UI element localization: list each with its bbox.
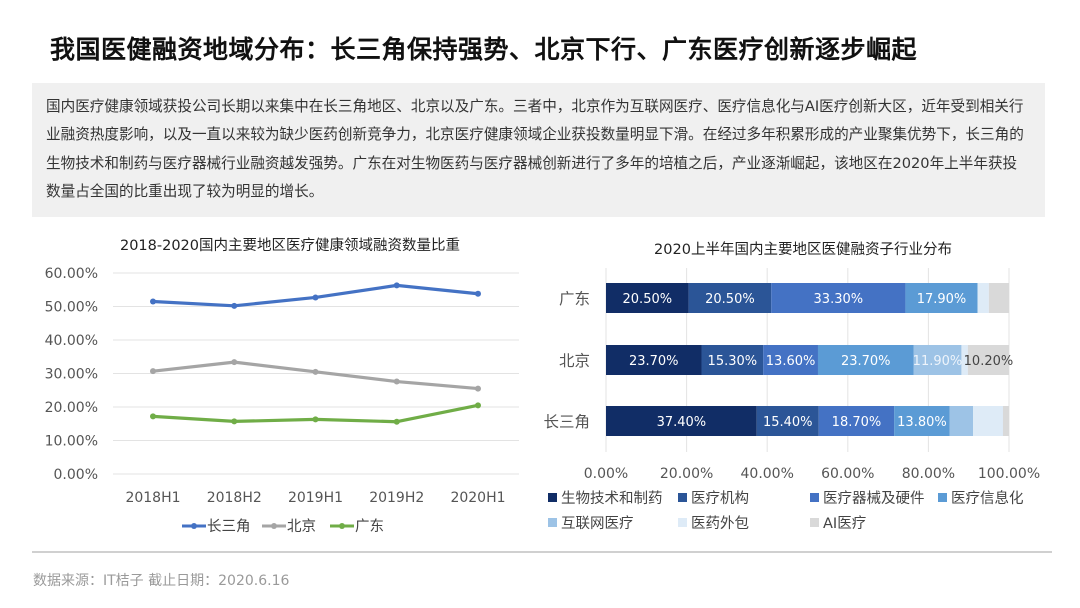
bar-segment-医疗机构 <box>701 345 764 375</box>
bar-chart-title: 2020上半年国内主要地区医健融资子行业分布 <box>654 241 952 258</box>
legend-swatch-生物技术和制药 <box>548 493 557 502</box>
legend-swatch-医药外包 <box>678 518 687 527</box>
bar-segment-医疗器械及硬件 <box>763 345 818 375</box>
data-label: 20.50% <box>705 292 755 307</box>
data-point <box>475 385 481 392</box>
summary-text: 国内医疗健康领域获投公司长期以来集中在长三角地区、北京以及广东。三者中，北京作为… <box>32 83 1045 217</box>
footer-divider <box>32 551 1052 553</box>
legend-swatch-AI医疗 <box>810 518 819 527</box>
data-point <box>150 413 156 420</box>
bar-segment-医疗机构 <box>756 406 819 436</box>
x-tick-label: 80.00% <box>902 466 955 482</box>
y-tick-label: 20.00% <box>45 400 98 416</box>
legend-label: 互联网医疗 <box>561 515 634 532</box>
bar-segment-医药外包 <box>961 345 968 375</box>
y-tick-label: 40.00% <box>45 333 98 349</box>
data-point <box>393 282 400 289</box>
y-tick-label: 10.00% <box>45 434 98 450</box>
bar-segment-生物技术和制药 <box>606 283 689 313</box>
bar-segment-AI医疗 <box>1002 406 1009 436</box>
bar-segment-医疗信息化 <box>817 345 914 375</box>
x-tick-label: 2019H1 <box>288 490 343 506</box>
bar-segment-互联网医疗 <box>949 406 974 436</box>
line-chart-title: 2018-2020国内主要地区医疗健康领域融资数量比重 <box>120 237 460 254</box>
bar-segment-医疗信息化 <box>894 406 950 436</box>
y-tick-label: 0.00% <box>54 467 98 483</box>
legend-label: 医疗机构 <box>691 490 749 507</box>
bar-segment-生物技术和制药 <box>606 345 702 375</box>
legend-label: 医药外包 <box>691 515 749 532</box>
legend-marker <box>271 523 277 529</box>
data-label: 37.40% <box>657 415 707 430</box>
y-tick-label: 50.00% <box>45 300 98 316</box>
data-label: 33.30% <box>814 292 864 307</box>
bar-segment-医疗器械及硬件 <box>818 406 895 436</box>
legend-marker <box>191 523 197 529</box>
data-label: 11.90% <box>913 354 963 369</box>
legend-label: 北京 <box>287 518 316 535</box>
bar-segment-医疗器械及硬件 <box>771 283 906 313</box>
bar-segment-AI医疗 <box>988 283 1009 313</box>
category-label: 广东 <box>559 290 590 308</box>
legend-label: 长三角 <box>207 518 251 535</box>
data-point <box>312 416 319 423</box>
bar-segment-生物技术和制药 <box>606 406 757 436</box>
legend-swatch-互联网医疗 <box>548 518 557 527</box>
data-label: 15.40% <box>763 415 813 430</box>
x-tick-label: 20.00% <box>660 466 713 482</box>
bar-segment-医药外包 <box>977 283 989 313</box>
legend-label: 医疗器械及硬件 <box>823 490 925 507</box>
bar-segment-医药外包 <box>973 406 1003 436</box>
x-tick-label: 100.00% <box>978 466 1040 482</box>
data-point <box>312 294 319 301</box>
data-label: 18.70% <box>832 415 882 430</box>
legend-label: AI医疗 <box>823 515 866 532</box>
data-label: 23.70% <box>841 354 891 369</box>
y-tick-label: 60.00% <box>45 266 98 282</box>
data-point <box>312 368 319 375</box>
data-label: 15.30% <box>708 354 758 369</box>
data-point <box>393 418 400 425</box>
x-tick-label: 2020H1 <box>450 490 505 506</box>
data-label: 13.60% <box>766 354 816 369</box>
data-point <box>475 402 481 409</box>
data-label: 17.90% <box>917 292 967 307</box>
y-tick-label: 30.00% <box>45 367 98 383</box>
legend-swatch-医疗器械及硬件 <box>810 493 819 502</box>
data-point <box>150 368 156 375</box>
x-tick-label: 0.00% <box>584 466 628 482</box>
legend-marker <box>339 523 345 529</box>
data-label: 20.50% <box>623 292 673 307</box>
bar-segment-医疗机构 <box>688 283 772 313</box>
x-tick-label: 2018H2 <box>207 490 262 506</box>
x-tick-label: 2018H1 <box>125 490 180 506</box>
series-line-北京 <box>152 360 479 391</box>
legend-label: 生物技术和制药 <box>561 490 663 507</box>
legend-label: 医疗信息化 <box>951 490 1024 507</box>
x-tick-label: 60.00% <box>821 466 874 482</box>
data-point <box>475 290 481 297</box>
data-label: 23.70% <box>629 354 679 369</box>
legend-label: 广东 <box>355 518 384 535</box>
source-note: 数据来源：IT桔子 截止日期：2020.6.16 <box>33 573 290 589</box>
data-label: 13.80% <box>897 415 947 430</box>
category-label: 长三角 <box>543 413 590 431</box>
data-point <box>393 378 400 385</box>
bar-segment-互联网医疗 <box>913 345 962 375</box>
data-label: 10.20% <box>964 354 1014 369</box>
legend-swatch-医疗信息化 <box>938 493 947 502</box>
data-point <box>150 298 156 305</box>
x-tick-label: 40.00% <box>741 466 794 482</box>
bar-segment-医疗信息化 <box>905 283 978 313</box>
data-point <box>231 418 238 425</box>
x-tick-label: 2019H2 <box>369 490 424 506</box>
category-label: 北京 <box>559 352 590 370</box>
data-point <box>231 359 238 366</box>
data-point <box>231 302 238 309</box>
legend-swatch-医疗机构 <box>678 493 687 502</box>
page-title: 我国医健融资地域分布：长三角保持强势、北京下行、广东医疗创新逐步崛起 <box>50 35 918 64</box>
bar-segment-AI医疗 <box>967 345 1009 375</box>
